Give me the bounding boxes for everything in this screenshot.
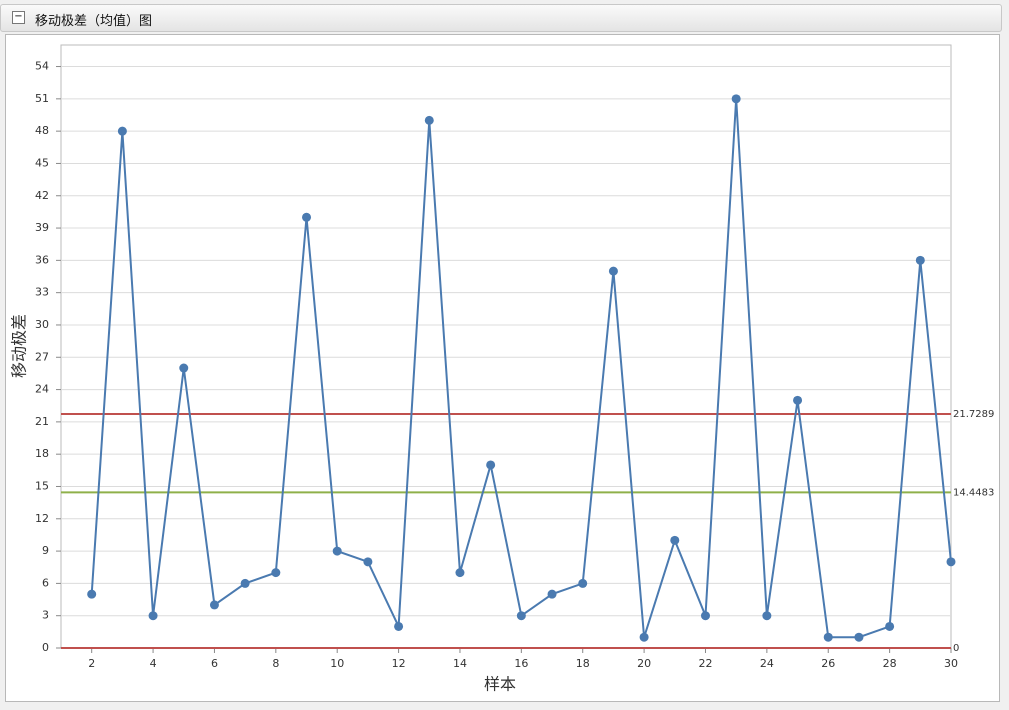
y-tick-label: 9 <box>42 544 49 557</box>
x-tick-label: 2 <box>88 657 95 670</box>
y-tick-label: 51 <box>35 92 49 105</box>
y-tick-label: 36 <box>35 253 49 266</box>
x-tick-label: 24 <box>760 657 774 670</box>
data-point <box>117 126 127 136</box>
x-tick-label: 26 <box>821 657 835 670</box>
data-point <box>793 395 803 405</box>
data-point <box>148 611 158 621</box>
data-point <box>302 212 312 222</box>
panel-title: 移动极差（均值）图 <box>35 14 153 29</box>
x-tick-label: 30 <box>944 657 958 670</box>
data-point <box>762 611 772 621</box>
x-tick-label: 4 <box>150 657 157 670</box>
x-tick-label: 28 <box>883 657 897 670</box>
data-point <box>209 600 219 610</box>
data-point <box>516 611 526 621</box>
collapse-button[interactable]: − <box>12 11 25 24</box>
y-tick-label: 3 <box>42 609 49 622</box>
data-point <box>854 632 864 642</box>
y-tick-label: 27 <box>35 350 49 363</box>
x-axis-label: 样本 <box>484 675 516 694</box>
x-tick-label: 22 <box>698 657 712 670</box>
data-point <box>608 266 618 276</box>
y-tick-label: 54 <box>35 60 49 73</box>
y-tick-label: 12 <box>35 512 49 525</box>
y-tick-label: 42 <box>35 189 49 202</box>
data-point <box>486 460 496 470</box>
y-tick-label: 30 <box>35 318 49 331</box>
data-point <box>547 589 557 599</box>
data-point <box>700 611 710 621</box>
y-tick-label: 18 <box>35 447 49 460</box>
data-point <box>823 632 833 642</box>
data-point <box>731 94 741 104</box>
data-point <box>915 255 925 265</box>
y-tick-label: 39 <box>35 221 49 234</box>
x-tick-label: 12 <box>392 657 406 670</box>
y-axis-label: 移动极差 <box>10 314 29 378</box>
data-point <box>271 568 281 578</box>
data-point <box>240 578 250 588</box>
y-tick-label: 33 <box>35 286 49 299</box>
data-point <box>394 621 404 631</box>
plot-area <box>60 44 952 649</box>
reference-label: 21.7289 <box>953 409 994 420</box>
panel-header: − 移动极差（均值）图 <box>0 4 1002 32</box>
y-tick-label: 21 <box>35 415 49 428</box>
data-point <box>946 557 956 567</box>
x-tick-label: 20 <box>637 657 651 670</box>
reference-label: 14.4483 <box>953 487 994 498</box>
x-tick-label: 18 <box>576 657 590 670</box>
data-point <box>455 568 465 578</box>
x-tick-label: 8 <box>272 657 279 670</box>
data-point <box>332 546 342 556</box>
data-point <box>885 621 895 631</box>
x-tick-label: 6 <box>211 657 218 670</box>
y-tick-label: 48 <box>35 124 49 137</box>
data-point <box>87 589 97 599</box>
data-point <box>179 363 189 373</box>
data-point <box>670 535 680 545</box>
data-point <box>424 115 434 125</box>
x-tick-label: 16 <box>514 657 528 670</box>
data-point <box>578 578 588 588</box>
reference-label: 0 <box>953 643 959 654</box>
data-point <box>639 632 649 642</box>
y-tick-label: 15 <box>35 479 49 492</box>
y-tick-label: 45 <box>35 156 49 169</box>
x-tick-label: 14 <box>453 657 467 670</box>
x-tick-label: 10 <box>330 657 344 670</box>
y-tick-label: 24 <box>35 383 49 396</box>
y-tick-label: 6 <box>42 576 49 589</box>
data-point <box>363 557 373 567</box>
y-tick-label: 0 <box>42 641 49 654</box>
